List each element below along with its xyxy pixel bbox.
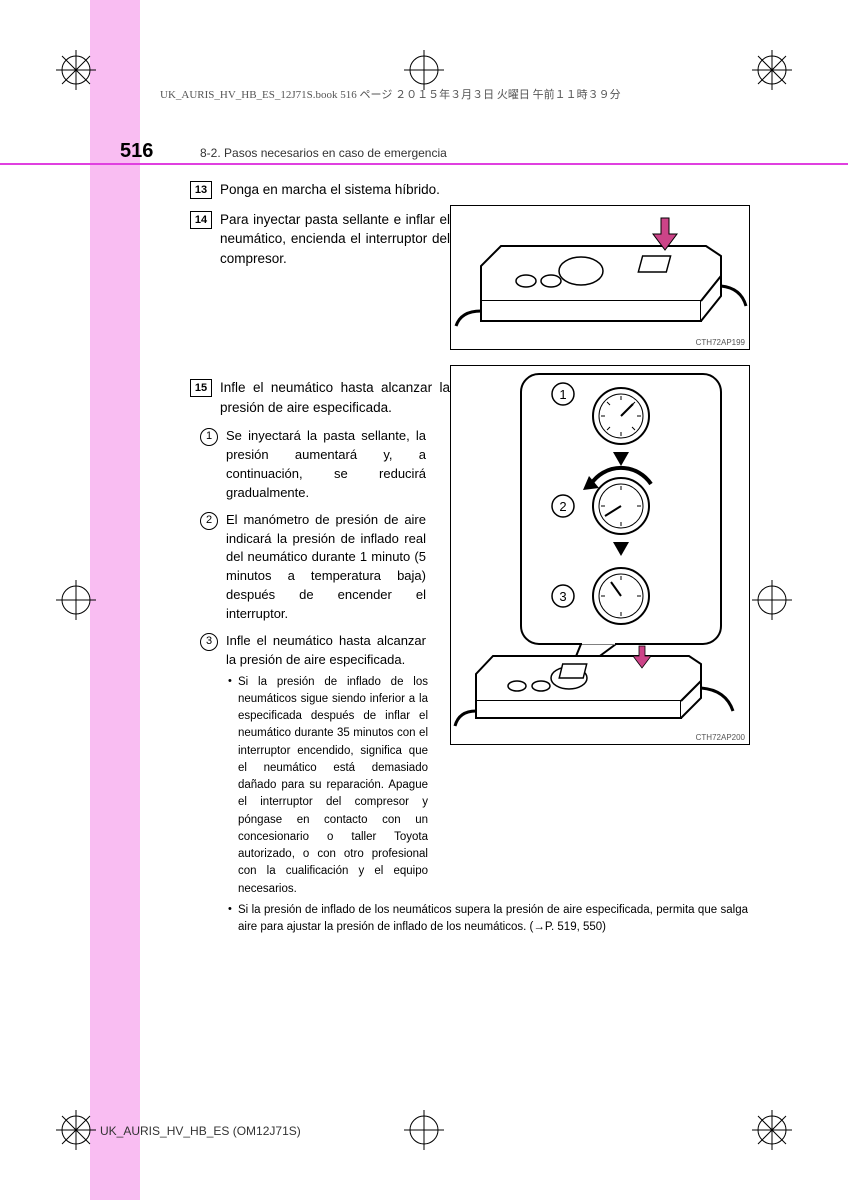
substep-number: 1 — [200, 428, 218, 446]
step-text: Infle el neumático hasta alcanzar la pre… — [220, 378, 450, 417]
footer: UK_AURIS_HV_HB_ES (OM12J71S) — [100, 1124, 301, 1138]
crop-mark — [56, 1110, 96, 1150]
header-meta: UK_AURIS_HV_HB_ES_12J71S.book 516 ページ ２０… — [160, 86, 621, 102]
bullet-text: Si la presión de inflado de los neumátic… — [238, 674, 428, 898]
pink-sidebar — [90, 0, 140, 1200]
callout-3: 3 — [559, 589, 566, 604]
magenta-rule — [0, 163, 848, 165]
substep-text: El manómetro de presión de aire indicará… — [226, 511, 426, 624]
crop-mark — [752, 580, 792, 620]
section-title: 8-2. Pasos necesarios en caso de emergen… — [200, 146, 447, 160]
step-text: Ponga en marcha el sistema híbrido. — [220, 180, 750, 200]
figure-label: CTH72AP200 — [696, 733, 745, 742]
callout-1: 1 — [559, 387, 566, 402]
substep-number: 3 — [200, 633, 218, 651]
crop-mark — [752, 50, 792, 90]
step-13: 13 Ponga en marcha el sistema híbrido. — [190, 180, 750, 200]
bullet-2: • Si la presión de inflado de los neumát… — [228, 902, 750, 937]
callout-2: 2 — [559, 499, 566, 514]
figure-gauge-sequence: 1 2 3 — [450, 365, 750, 745]
bullet-marker: • — [228, 903, 238, 915]
step-text: Para inyectar pasta sellante e inflar el… — [220, 210, 450, 269]
step-number: 14 — [190, 211, 212, 229]
crop-mark — [404, 50, 444, 90]
page-number: 516 — [120, 140, 153, 163]
substep-text: Se inyectará la pasta sellante, la presi… — [226, 427, 426, 502]
step-number: 15 — [190, 379, 212, 397]
substep-text: Infle el neumático hasta alcanzar la pre… — [226, 632, 426, 670]
crop-mark — [404, 1110, 444, 1150]
step-number: 13 — [190, 181, 212, 199]
figure-label: CTH72AP199 — [696, 338, 745, 347]
figure-compressor-switch: CTH72AP199 — [450, 205, 750, 350]
crop-mark — [56, 580, 96, 620]
substep-number: 2 — [200, 512, 218, 530]
bullet-marker: • — [228, 675, 238, 687]
crop-mark — [752, 1110, 792, 1150]
crop-mark — [56, 50, 96, 90]
bullet-text: Si la presión de inflado de los neumátic… — [238, 902, 748, 937]
